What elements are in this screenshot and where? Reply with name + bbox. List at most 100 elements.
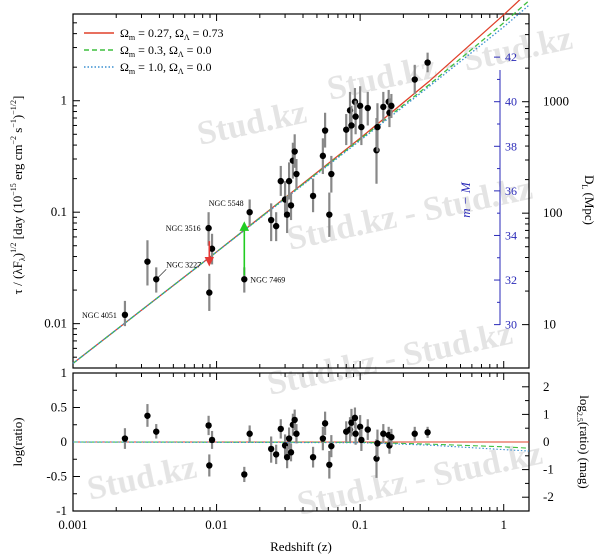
residual-point bbox=[293, 430, 300, 437]
object-label-leader bbox=[158, 269, 167, 278]
data-point bbox=[285, 177, 293, 185]
x-tick-label: 1 bbox=[500, 517, 507, 532]
data-point bbox=[153, 276, 160, 283]
residual-point bbox=[309, 453, 317, 461]
data-point bbox=[277, 177, 284, 185]
x-axis-label: Redshift (z) bbox=[270, 539, 332, 554]
data-point bbox=[283, 211, 291, 218]
watermark-text-6: Stud.kz bbox=[84, 449, 200, 508]
magnitude-axis-label: m − M bbox=[458, 181, 473, 218]
data-point bbox=[380, 103, 387, 111]
data-point bbox=[319, 152, 327, 160]
residual-point bbox=[291, 416, 298, 424]
data-point bbox=[291, 148, 298, 155]
bottom-mag-tick-label: 1 bbox=[543, 406, 550, 421]
residual-point bbox=[272, 451, 280, 458]
residual-point bbox=[319, 435, 327, 442]
bottom-y-tick-label: -1 bbox=[56, 503, 67, 518]
residual-point bbox=[321, 420, 329, 427]
data-point bbox=[411, 76, 418, 83]
data-point bbox=[267, 216, 275, 224]
residual-model-curve-2 bbox=[72, 441, 530, 452]
data-point bbox=[321, 127, 329, 134]
data-point bbox=[424, 59, 431, 66]
x-tick-label: 0.1 bbox=[352, 517, 368, 532]
residual-point bbox=[326, 461, 333, 468]
object-labels: NGC 4051 NGC 3227 NGC 3516 NGC 5548 NGC 7469 bbox=[82, 199, 285, 320]
bottom-mag-tick-label: 0 bbox=[543, 434, 550, 449]
residual-point bbox=[411, 430, 418, 437]
residual-model-curve-1 bbox=[72, 441, 530, 449]
residual-point bbox=[364, 426, 371, 433]
object-label: NGC 3227 bbox=[166, 260, 201, 269]
residual-point bbox=[388, 433, 395, 441]
distance-axis-label: DL (Mpc) bbox=[580, 175, 597, 225]
data-point bbox=[364, 104, 371, 112]
legend-entry-0: Ωm = 0.27, ΩΛ = 0.73 bbox=[120, 26, 223, 42]
data-point bbox=[121, 311, 129, 319]
data-point bbox=[326, 211, 333, 218]
bottom-y-axis-label: log(ratio) bbox=[10, 417, 25, 466]
bottom-y2-axis-label: log2.5(ratio) (mag) bbox=[575, 395, 592, 488]
watermark-text-2: Stud.kz - Stud.kz bbox=[324, 20, 576, 108]
data-point bbox=[343, 126, 350, 133]
data-point bbox=[293, 170, 300, 178]
data-point bbox=[328, 170, 335, 178]
residual-point bbox=[352, 430, 359, 437]
distance-axis-tick-label: 1000 bbox=[543, 94, 569, 109]
data-point bbox=[241, 276, 248, 283]
data-point bbox=[205, 224, 212, 232]
residual-point bbox=[348, 419, 355, 426]
data-point bbox=[208, 245, 216, 252]
data-point bbox=[309, 192, 317, 200]
residual-point bbox=[208, 436, 216, 444]
bottom-mag-tick-label: 2 bbox=[543, 379, 550, 394]
magnitude-axis-tick-label: 34 bbox=[505, 228, 517, 242]
top-y-tick-label: 1 bbox=[61, 93, 68, 108]
residual-point bbox=[121, 435, 129, 442]
residual-point bbox=[277, 425, 284, 433]
watermark-text-4: Stud.kz - Stud.kz bbox=[264, 315, 516, 403]
object-label: NGC 5548 bbox=[209, 199, 244, 208]
residual-point bbox=[356, 423, 364, 431]
legend-entry-1: Ωm = 0.3, ΩΛ = 0.0 bbox=[120, 43, 211, 59]
x-tick-label: 0.01 bbox=[205, 517, 228, 532]
data-point bbox=[348, 122, 355, 129]
bottom-y-tick-label: 0 bbox=[61, 434, 68, 449]
top-y-axis-label: τ / (λFλ)1/2 [day (10−15 erg cm−2 s−1)−1… bbox=[9, 96, 27, 295]
top-panel-frame bbox=[72, 13, 530, 369]
residual-point bbox=[358, 436, 365, 444]
top-panel-model-lines bbox=[72, 0, 530, 364]
watermark-text-3: Stud.kz - Stud.kz bbox=[284, 170, 536, 258]
residual-point bbox=[351, 414, 359, 422]
magnitude-axis-tick-label: 36 bbox=[505, 184, 517, 198]
data-point bbox=[206, 289, 213, 296]
x-tick-label: 0.001 bbox=[58, 517, 87, 532]
magnitude-axis-tick-label: 38 bbox=[505, 139, 517, 153]
data-point bbox=[287, 202, 295, 209]
residual-point bbox=[380, 430, 387, 437]
bottom-mag-tick-label: -2 bbox=[543, 489, 554, 504]
residual-point bbox=[283, 453, 291, 461]
object-label: NGC 7469 bbox=[250, 275, 285, 284]
magnitude-axis-tick-label: 32 bbox=[505, 273, 517, 287]
residual-point bbox=[205, 422, 212, 429]
model-curve-2 bbox=[72, 4, 530, 364]
data-point bbox=[246, 208, 253, 216]
bottom-y-tick-label: 1 bbox=[61, 365, 68, 380]
residual-point bbox=[424, 429, 431, 436]
top-panel-ticks: 0.01 0.1 1 10 100 1000 30 32 34 36 38 40 42 bbox=[44, 13, 569, 369]
top-y-tick-label: 0.1 bbox=[51, 204, 67, 219]
legend-entry-2: Ωm = 1.0, ΩΛ = 0.0 bbox=[120, 60, 211, 76]
residual-point bbox=[374, 440, 381, 447]
distance-axis-tick-label: 10 bbox=[543, 317, 556, 332]
data-point bbox=[272, 222, 280, 230]
offset-arrows bbox=[204, 221, 250, 276]
residual-point bbox=[206, 462, 213, 469]
bottom-panel-model-lines bbox=[72, 441, 530, 452]
data-point bbox=[388, 102, 395, 110]
object-label: NGC 4051 bbox=[82, 311, 117, 320]
residual-point bbox=[241, 471, 248, 478]
residual-point bbox=[153, 428, 160, 435]
